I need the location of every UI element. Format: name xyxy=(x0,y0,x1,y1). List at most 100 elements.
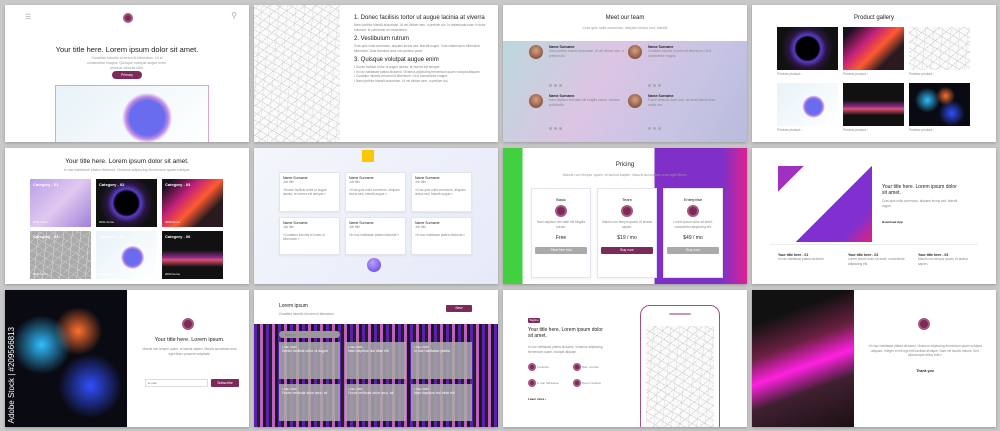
avatar xyxy=(529,94,543,108)
menu-icon[interactable]: ☰ xyxy=(25,14,32,21)
pricing-card-enterprise: Enterprise Lorem ipsum dolor sit amet, co… xyxy=(663,188,723,278)
slide-team: Meet our team Cras quis nulla commodo, a… xyxy=(503,5,747,142)
logo-icon xyxy=(918,318,930,330)
column-title: Your title here - 02 xyxy=(848,253,879,257)
testimonial-card: Name Surname Job title «Cras quis nulla co… xyxy=(345,172,406,212)
post-card[interactable]: 1 May 2020 Fusce vehicula dolor arcu, sit xyxy=(279,384,340,421)
feature-title: Your title here. Lorem ipsum dolor sit a… xyxy=(882,184,957,196)
post-card[interactable]: 1 May 2020 Nam dapibus nisl vitae elit xyxy=(345,342,406,379)
member-name: Name Surname xyxy=(648,94,674,98)
mesh-image xyxy=(254,5,340,142)
post-card[interactable]: 1 May 2020 Nam dapibus nisl vitae elit xyxy=(411,384,472,421)
post-card[interactable]: 1 May 2020 Fusce vehicula dolor arcu, sit xyxy=(345,384,406,421)
slide-gallery: Product gallery Preview product › Previe… xyxy=(752,5,996,142)
feature-item: Curabitur xyxy=(528,363,549,371)
feature-item: Nam porttitor xyxy=(573,363,599,371)
preview-product-link[interactable]: Preview product › xyxy=(909,72,934,76)
testimonial-card: Name Surname Job title «Donec facilisis to… xyxy=(279,172,340,212)
team-member: Name Surname Fusce vehicula dolor arcu, s… xyxy=(628,94,723,135)
avatar xyxy=(628,45,642,59)
search-icon[interactable]: ⚲ xyxy=(231,11,237,20)
team-member: Name Surname Nam porttitor blandit accums… xyxy=(529,45,624,92)
poly-image xyxy=(752,290,854,427)
new-button[interactable]: New xyxy=(446,305,472,312)
phone-mockup xyxy=(640,305,720,427)
paragraph-2: Cras quis nulla commodo, aliquam lectus … xyxy=(354,44,480,53)
subscribe-button[interactable]: Subscribe xyxy=(211,379,239,387)
subscribe-title: Your title here. Lorem ipsum. xyxy=(154,337,225,343)
team-member: Name Surname Curabitur lobortis id lorem … xyxy=(628,45,723,92)
feature-text: Cras quis nulla commodo, aliquam lectus … xyxy=(882,199,958,208)
categories-title: Your title here. Lorem ipsum dolor sit a… xyxy=(65,158,189,165)
slide-hero: ☰ ⚲ Your title here. Lorem ipsum dolor s… xyxy=(5,5,249,142)
preview-product-link[interactable]: Preview product › xyxy=(777,128,802,132)
gallery-title: Product gallery xyxy=(853,15,895,21)
hero-subtitle: Curabitur lobortis id lorem id bibendum.… xyxy=(86,56,168,70)
slide-pricing: Pricing Mauris non tempor quam, et lacin… xyxy=(503,148,747,284)
pricing-subtitle: Mauris non tempor quam, et lacinia sapie… xyxy=(562,173,688,177)
mobile-text: In hac habitasse platea dictumst. Vivamu… xyxy=(528,345,603,354)
category-card[interactable]: Category - 06 2023 Items xyxy=(162,231,223,279)
mobile-title: Your title here. Lorem ipsum dolor sit a… xyxy=(528,327,603,339)
start-free-trial-button[interactable]: Start free trial xyxy=(535,247,587,254)
member-bio: Curabitur lobortis id lorem id bibendum.… xyxy=(648,49,712,58)
thank-you-text: Thank you xyxy=(916,369,934,373)
bullet-item: • In hac habitasse platea dictumst. Viva… xyxy=(354,69,481,74)
avatar xyxy=(529,45,543,59)
search-input[interactable] xyxy=(279,331,340,338)
email-input[interactable] xyxy=(145,379,208,387)
category-card[interactable]: Category - 04 1021 Items xyxy=(30,231,91,279)
team-title: Meet our team xyxy=(605,15,645,21)
member-bio: Nam dapibus nisl vitae elit fringilla ru… xyxy=(549,98,620,107)
heading-2: 2. Vestibulum rutrum xyxy=(354,36,410,42)
buy-now-button[interactable]: Buy now xyxy=(667,247,719,254)
categories-subtitle: In hac habitasse platea dictumst. Vivamu… xyxy=(63,168,191,172)
closing-quote: «In hac habitasse platea dictumst. Vivam… xyxy=(868,344,982,357)
preview-product-link[interactable]: Preview product › xyxy=(843,72,868,76)
dashboard-title: Lorem ipsum xyxy=(279,303,308,309)
crystal-image xyxy=(5,290,127,427)
testimonial-card: Name Surname Job title «Cras quis nulla co… xyxy=(411,172,472,212)
heading-3: 3. Quisque volutpat augue enim xyxy=(354,57,439,63)
category-card[interactable]: Category - 05 2022 Items xyxy=(96,231,157,279)
slide-dashboard: Lorem ipsum Curabitur lobortis id lorem … xyxy=(254,290,498,427)
logo-icon xyxy=(182,318,194,330)
buy-now-button[interactable]: Buy now xyxy=(601,247,653,254)
pricing-card-team: Team Mauris non tempor quam, et lacinia s… xyxy=(597,188,657,278)
learn-more-link[interactable]: Learn more › xyxy=(528,397,547,401)
column-text: Mauris non tempor quam, et lacinia sapie… xyxy=(918,257,968,266)
category-card[interactable]: Category - 02 2021 Items xyxy=(96,179,157,227)
category-card[interactable]: Category - 03 3023 Items xyxy=(162,179,223,227)
member-bio: Nam porttitor blandit accumsan. Ut vel d… xyxy=(549,49,624,58)
subscribe-text: Mauris non tempor quam, et lacinia sapie… xyxy=(142,347,237,356)
dashboard-subtitle: Curabitur lobortis id lorem id bibendum xyxy=(279,312,334,316)
member-name: Name Surname xyxy=(648,45,674,49)
watermark: Adobe Stock | #209566813 xyxy=(7,326,16,423)
paragraph-1: Nam porttitor blandit accumsan. Ut vel d… xyxy=(354,23,486,32)
category-card[interactable]: Category - 01 1021 Items xyxy=(30,179,91,227)
download-app-link[interactable]: Download App xyxy=(882,220,903,224)
preview-product-link[interactable]: Preview product › xyxy=(777,72,802,76)
column-text: Lorem ipsum dolor sit amet, consectetur … xyxy=(848,257,905,266)
column-title: Your title here - 01 xyxy=(778,253,809,257)
slide-thank-you: «In hac habitasse platea dictumst. Vivam… xyxy=(752,290,996,427)
preview-product-link[interactable]: Preview product › xyxy=(843,128,868,132)
avatar xyxy=(628,94,642,108)
team-member: Name Surname Nam dapibus nisl vitae elit … xyxy=(529,94,624,135)
primary-button[interactable]: Primary xyxy=(112,71,142,79)
post-card[interactable]: 1 May 2020 Donec facilisis tortor ut augu… xyxy=(279,342,340,379)
member-name: Name Surname xyxy=(549,45,575,49)
tagline-badge: Tagline xyxy=(528,318,540,323)
hero-image xyxy=(55,85,209,142)
feature-item: In hac habitasse xyxy=(528,379,559,387)
slide-subscribe: Adobe Stock | #209566813 Your title here… xyxy=(5,290,249,427)
feature-image xyxy=(778,166,872,242)
bullet-item: • Curabitur lobortis id lorem id bibendu… xyxy=(354,74,448,78)
team-subtitle: Cras quis nulla commodo, aliquam lectus … xyxy=(582,26,668,30)
testimonial-card: Name Surname Job title «In hac habitasse p… xyxy=(345,217,406,255)
post-card[interactable]: 1 May 2020 In hac habitasse platea xyxy=(411,342,472,379)
preview-product-link[interactable]: Preview product › xyxy=(909,128,934,132)
pricing-title: Pricing xyxy=(615,162,635,168)
feature-item: Donec facilisis xyxy=(573,379,601,387)
slide-feature: Your title here. Lorem ipsum dolor sit a… xyxy=(752,148,996,284)
